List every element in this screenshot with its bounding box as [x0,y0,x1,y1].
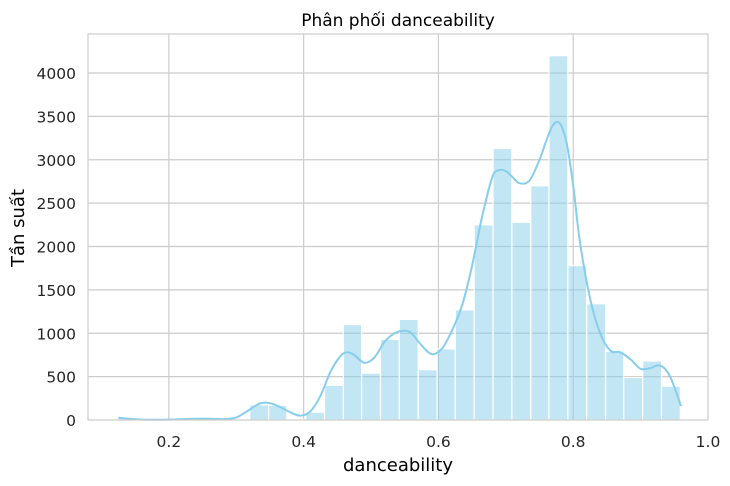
histogram-bar [361,372,382,421]
plot-frame [87,33,709,421]
y-tick-label: 3500 [37,108,76,126]
histogram-bar [604,350,625,421]
histogram-bar [379,338,400,421]
bars [117,55,681,421]
x-tick-label: 0.6 [426,433,451,451]
histogram-bar [417,369,438,421]
y-tick-label: 4000 [37,65,76,83]
histogram-bar [660,385,681,421]
chart-title: Phân phối danceability [301,10,495,31]
y-tick-label: 500 [46,369,76,387]
y-tick-label: 0 [66,412,76,430]
x-tick-label: 0.4 [291,433,316,451]
y-ticks: 0 500 1000 1500 2000 2500 3000 3500 4000 [37,65,76,430]
histogram-bar [342,323,363,421]
histogram-bar [323,384,345,421]
histogram-bar [567,265,588,421]
histogram-bar [398,318,419,421]
histogram-bar [623,376,644,421]
histogram-bar [473,224,494,421]
histogram-bar [530,185,550,421]
x-tick-label: 1.0 [696,433,721,451]
histogram-bar [492,147,513,421]
histogram-bar [548,55,569,421]
y-tick-label: 3000 [37,152,76,170]
y-tick-label: 2500 [37,195,76,213]
x-tick-label: 0.8 [561,433,586,451]
histogram-bar [268,404,288,421]
kde-line [118,120,682,421]
y-tick-label: 1000 [37,325,76,343]
y-tick-label: 2000 [37,239,76,257]
histogram-bar [436,348,456,421]
histogram-bar [511,221,532,421]
y-tick-label: 1500 [37,282,76,300]
histogram-bar [454,309,475,421]
x-axis-label: danceability [343,455,453,476]
y-axis-label: Tần suất [8,189,29,268]
x-ticks: 0.2 0.4 0.6 0.8 1.0 [157,433,721,451]
x-tick-label: 0.2 [157,433,182,451]
